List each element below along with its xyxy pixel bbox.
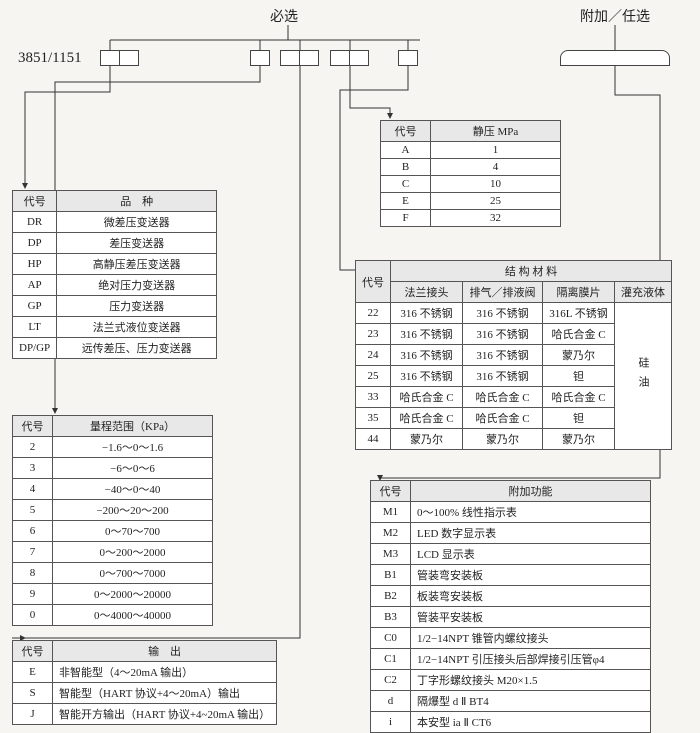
table-liangcheng: 代号量程范围（KPa）2−1.6～0～1.63−6～0～64−40～0～405−…	[12, 415, 213, 626]
slot-a	[250, 50, 269, 70]
table-shuchu: 代号输 出E非智能型（4～20mA 输出）S智能型（HART 协议+4～20mA…	[12, 640, 277, 725]
slot-d	[398, 50, 417, 70]
table-jiegou: 代号结 构 材 料法兰接头排气／排液阀隔离膜片灌充液体22316 不锈钢316 …	[355, 260, 672, 450]
slot-c	[330, 50, 368, 70]
table-jingya: 代号静压 MPaA1B4C10E25F32	[380, 120, 561, 227]
label-bixuan: 必选	[270, 6, 298, 26]
table-pinzhong: 代号品 种DR微差压变送器DP差压变送器HP高静压差压变送器AP绝对压力变送器G…	[12, 190, 217, 359]
slot-optional	[560, 50, 670, 66]
slot-model	[100, 50, 138, 70]
label-fujia: 附加／任选	[580, 6, 650, 26]
table-fujia: 代号附加功能M10～100% 线性指示表M2LED 数字显示表M3LCD 显示表…	[370, 480, 651, 733]
model-code: 3851/1151	[18, 50, 82, 67]
slot-b	[280, 50, 318, 70]
